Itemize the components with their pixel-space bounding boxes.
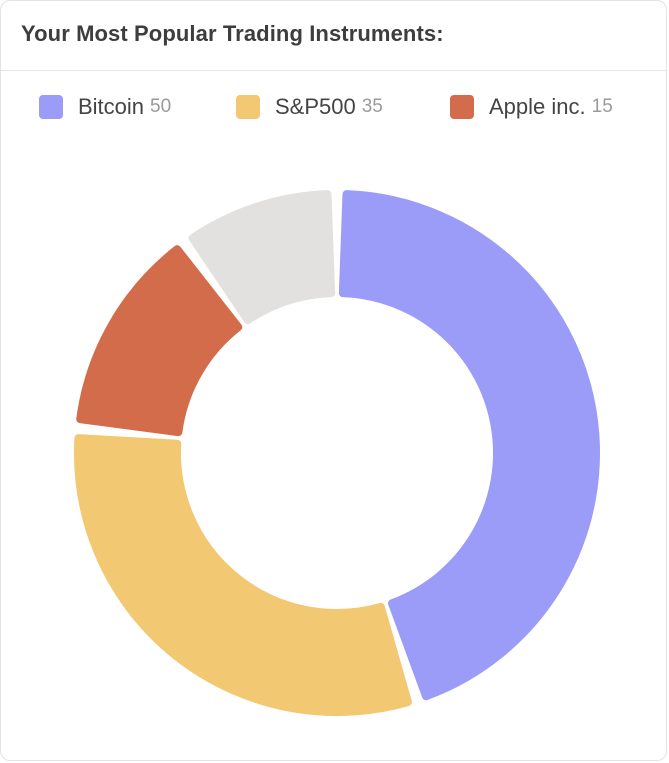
legend-swatch-bitcoin (39, 95, 63, 119)
donut-slice-s-p500[interactable] (74, 434, 412, 716)
legend-item-bitcoin[interactable]: Bitcoin 50 (39, 92, 171, 122)
legend-item-apple[interactable]: Apple inc. 15 (450, 92, 613, 122)
legend-label-apple: Apple inc. (489, 94, 586, 119)
chart-legend: Bitcoin 50 S&P500 35 Apple inc. 15 (1, 92, 666, 122)
donut-slice-bitcoin[interactable] (338, 190, 600, 701)
legend-value-apple: 15 (591, 96, 613, 117)
donut-chart-area (1, 141, 666, 741)
legend-value-bitcoin: 50 (150, 96, 172, 117)
legend-swatch-apple (450, 95, 474, 119)
donut-chart (74, 190, 600, 716)
donut-slice-apple-inc[interactable] (76, 245, 243, 437)
card-header: Your Most Popular Trading Instruments: (1, 1, 666, 71)
legend-swatch-sp500 (236, 95, 260, 119)
legend-label-bitcoin: Bitcoin (78, 94, 145, 119)
donut-slice-remainder[interactable] (188, 190, 336, 325)
legend-label-sp500: S&P500 (275, 94, 356, 119)
legend-value-sp500: 35 (361, 96, 383, 117)
card-title: Your Most Popular Trading Instruments: (21, 21, 444, 46)
legend-item-sp500[interactable]: S&P500 35 (236, 92, 383, 122)
